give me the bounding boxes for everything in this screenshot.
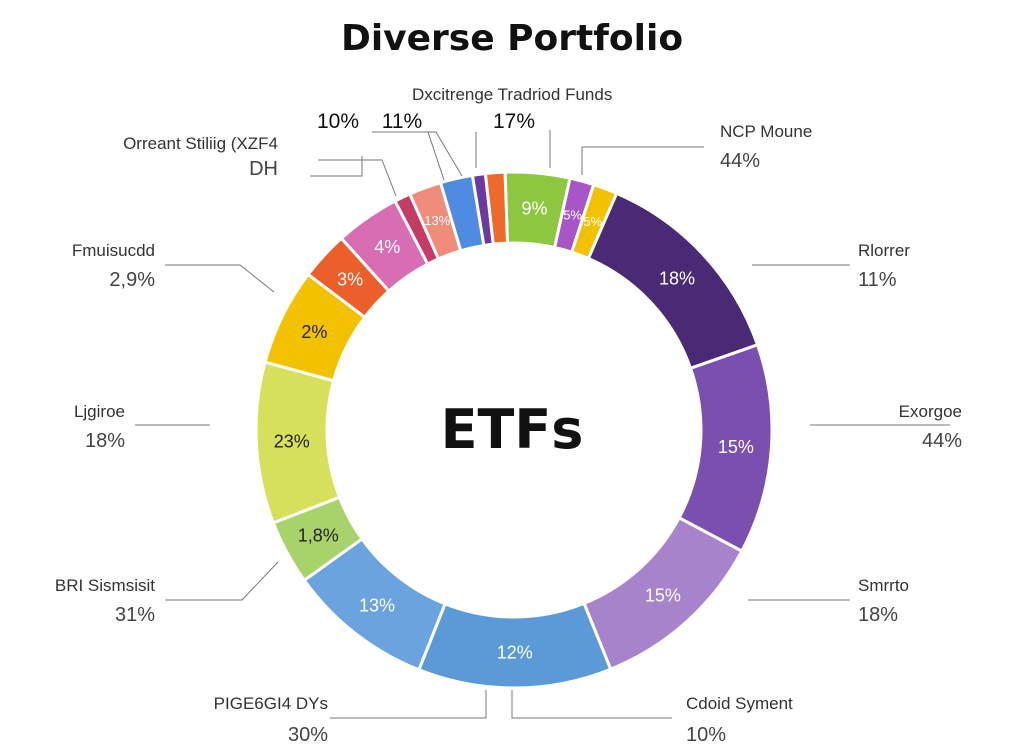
callout-value: 31% bbox=[115, 604, 155, 626]
callout-value: 44% bbox=[922, 430, 962, 452]
callout-name: Rlorrer bbox=[858, 241, 910, 260]
top-percent-label: 17% bbox=[493, 110, 535, 133]
leader-line bbox=[390, 131, 463, 177]
callout-name: Ljgiroe bbox=[74, 402, 125, 421]
center-label: ETFs bbox=[441, 398, 584, 461]
top-percent-group: 10% 11% 17% bbox=[317, 110, 535, 133]
callout-value: 30% bbox=[288, 724, 328, 746]
callout-value: 18% bbox=[85, 430, 125, 452]
top-percent-label: 10% bbox=[317, 110, 359, 133]
slice-label: 5% bbox=[583, 214, 602, 229]
leader-line bbox=[165, 264, 275, 293]
slice-label: 4% bbox=[374, 237, 400, 257]
callout-name: Exorgoe bbox=[899, 402, 962, 421]
slices-group bbox=[254, 170, 774, 690]
slice-label: 3% bbox=[337, 270, 363, 290]
callout-name: Dxcitrenge Tradriod Funds bbox=[412, 85, 612, 104]
callout-name: Fmuisucdd bbox=[72, 241, 155, 260]
chart-title: Diverse Portfolio bbox=[340, 18, 684, 59]
slice-label: 13% bbox=[359, 595, 395, 615]
leader-line bbox=[511, 690, 672, 719]
callout-name: PIGE6GI4 DYs bbox=[214, 694, 328, 713]
slice-label: 2% bbox=[301, 322, 327, 342]
callout-value: 2,9% bbox=[109, 269, 155, 291]
callouts-group: Dxcitrenge Tradriod Funds NCP Moune 44% Rlo… bbox=[55, 85, 962, 746]
callout-value: 11% bbox=[858, 269, 897, 291]
callout-value: 10% bbox=[686, 724, 726, 746]
slice-label: 23% bbox=[274, 431, 310, 451]
leader-line bbox=[310, 156, 363, 177]
callout-name: Cdoid Syment bbox=[686, 694, 793, 713]
callout-name: Orreant Stiliig (XZF4 bbox=[123, 134, 278, 153]
slice-label: 18% bbox=[659, 269, 695, 289]
top-percent-label: 11% bbox=[382, 110, 422, 133]
callout-name: NCP Moune bbox=[720, 122, 812, 141]
callout-name: BRI Sismsisit bbox=[55, 576, 155, 595]
slice-labels-group: 9% 5% 5% 18% 15% 15% 12% 13% 1,8% 23% 2% 3% 4% 13% bbox=[274, 198, 754, 662]
slice-label: 12% bbox=[497, 642, 533, 662]
slice-label: 15% bbox=[718, 437, 754, 457]
donut-slice bbox=[483, 170, 510, 246]
callout-value: 18% bbox=[858, 604, 898, 626]
slice-label: 9% bbox=[521, 198, 547, 218]
leader-line bbox=[372, 131, 445, 181]
slice-label: 5% bbox=[563, 207, 582, 222]
callout-value: 44% bbox=[720, 150, 760, 172]
callout-value: DH bbox=[249, 158, 278, 180]
leader-lines-group bbox=[135, 130, 950, 719]
leader-line bbox=[318, 159, 397, 197]
leader-line bbox=[581, 146, 704, 175]
slice-label: 15% bbox=[645, 585, 681, 605]
slice-label: 13% bbox=[424, 213, 450, 228]
leader-line bbox=[330, 690, 487, 719]
callout-name: Smrrto bbox=[858, 576, 909, 595]
leader-line bbox=[165, 561, 279, 601]
slice-label: 1,8% bbox=[298, 526, 339, 546]
